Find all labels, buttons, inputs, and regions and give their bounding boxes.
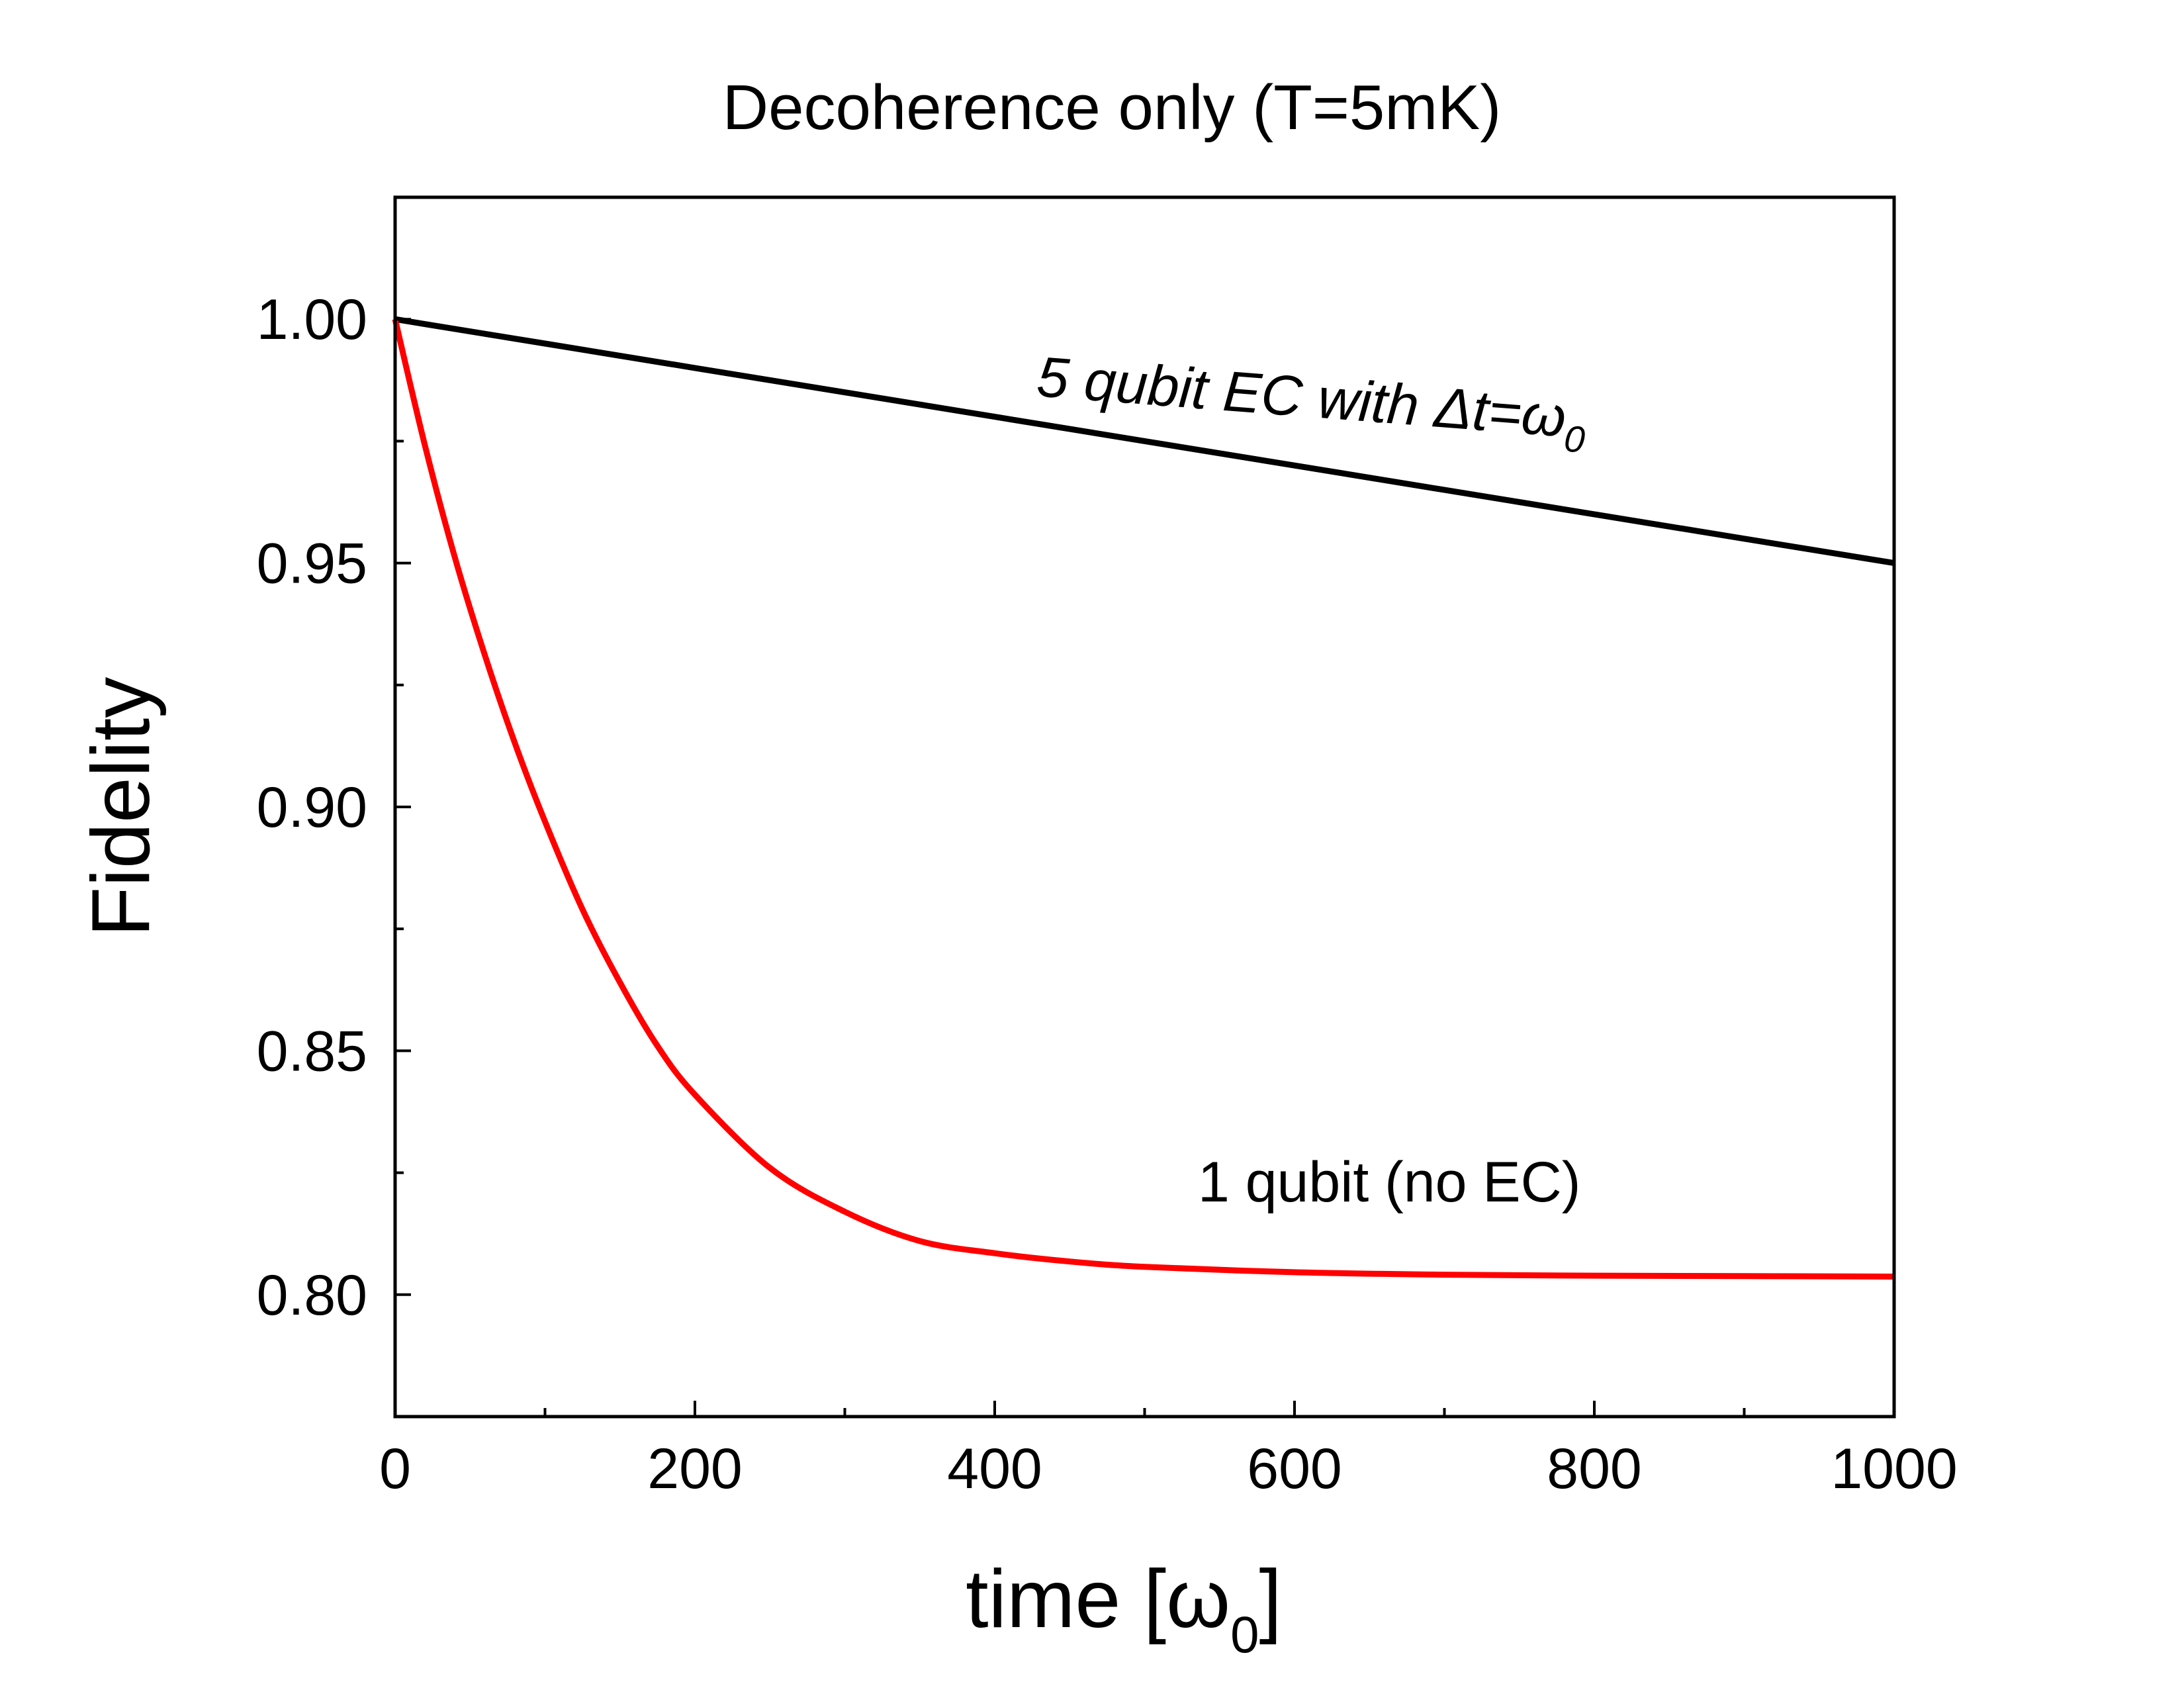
plot-area: 0 200 400 600 800 1000 0.80 0.85 0.90 0.95 1.00 — [257, 195, 1958, 1501]
y-tick-label-0.95: 0.95 — [257, 532, 367, 596]
annotation-ec-curve: 5 qubit EC with Δt=ω0 — [1034, 345, 1588, 461]
y-tick-label-0.80: 0.80 — [257, 1264, 367, 1327]
x-axis-label-subscript: 0 — [1230, 1605, 1259, 1664]
x-tick-label-1000: 1000 — [1831, 1437, 1957, 1501]
y-tick-label-1.00: 1.00 — [257, 288, 367, 352]
annotation-ec-symbol: Δt=ω — [1431, 375, 1569, 449]
y-axis-label: Fidelity — [75, 677, 167, 937]
annotation-no-ec-curve: 1 qubit (no EC) — [1198, 1150, 1580, 1214]
x-axis-label-close: ] — [1259, 1554, 1281, 1645]
x-axis-ticks: 0 200 400 600 800 1000 — [379, 1401, 1958, 1501]
series-line-5-qubit-ec — [394, 316, 1895, 567]
x-axis-label-main: time [ω — [966, 1554, 1230, 1645]
x-tick-label-0: 0 — [379, 1437, 411, 1501]
x-tick-label-600: 600 — [1247, 1437, 1342, 1501]
chart-title: Decoherence only (T=5mK) — [723, 72, 1502, 143]
series-layer — [392, 316, 1895, 1280]
y-tick-label-0.85: 0.85 — [257, 1019, 367, 1083]
x-tick-label-400: 400 — [947, 1437, 1042, 1501]
x-tick-label-200: 200 — [647, 1437, 743, 1501]
annotation-ec-subscript: 0 — [1563, 418, 1586, 461]
series-line-1-qubit-no-ec — [392, 318, 1895, 1280]
y-axis-ticks: 0.80 0.85 0.90 0.95 1.00 — [257, 288, 411, 1327]
y-tick-label-0.90: 0.90 — [257, 776, 367, 839]
x-axis-label: time [ω0] — [966, 1554, 1282, 1664]
x-tick-label-800: 800 — [1547, 1437, 1642, 1501]
annotation-ec-prefix: 5 qubit EC with — [1035, 345, 1437, 439]
